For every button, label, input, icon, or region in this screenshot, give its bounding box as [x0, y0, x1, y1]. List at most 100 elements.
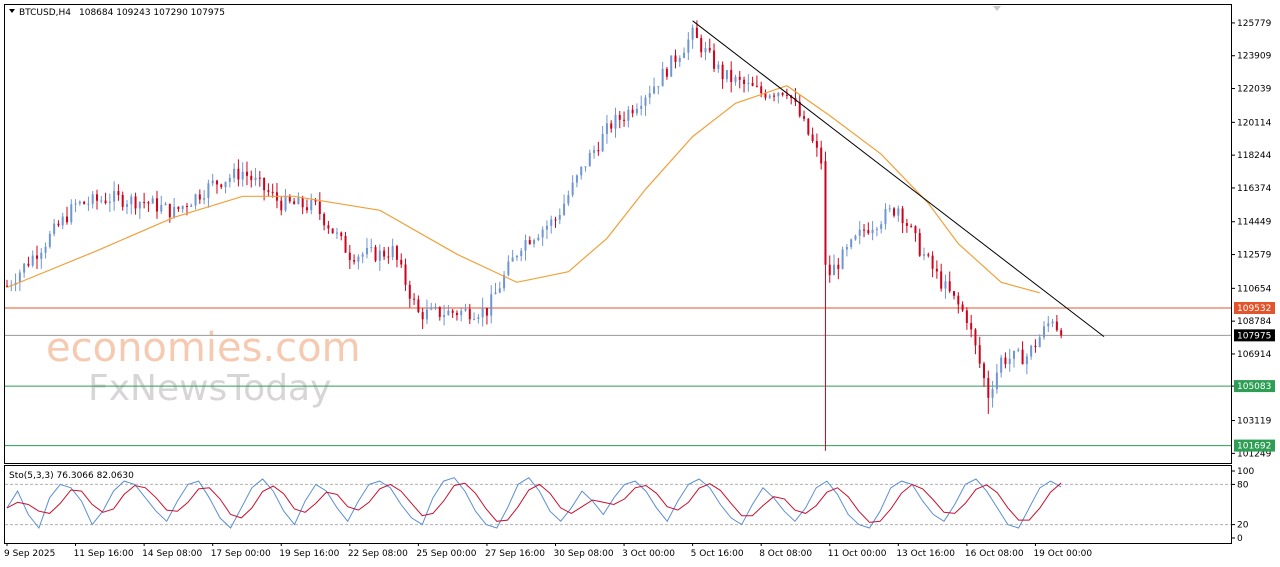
candle-body — [177, 206, 180, 210]
candle-body — [468, 309, 471, 320]
candle-body — [910, 225, 913, 227]
candle-body — [863, 229, 866, 231]
candle-body — [914, 226, 917, 234]
candle-body — [27, 263, 30, 266]
candle-body — [875, 228, 878, 230]
candle-body — [460, 310, 463, 316]
candle-body — [391, 246, 394, 258]
candle-body — [927, 254, 930, 256]
candle-body — [250, 175, 253, 181]
candle-body — [138, 202, 141, 209]
candle-body — [473, 318, 476, 320]
price-tick-label: 116374 — [1237, 184, 1272, 194]
candle-body — [400, 259, 403, 265]
candle-body — [455, 312, 458, 316]
candle-body — [1055, 321, 1058, 331]
candle-body — [811, 134, 814, 142]
candle-body — [503, 274, 506, 289]
candle-body — [635, 108, 638, 114]
price-tick-label: 103119 — [1237, 417, 1272, 427]
candle-body — [815, 141, 818, 148]
candle-body — [288, 195, 291, 202]
candle-body — [374, 247, 377, 261]
candle-body — [70, 204, 73, 223]
candle-body — [773, 95, 776, 97]
dropdown-triangle-icon[interactable] — [9, 9, 15, 13]
candle-body — [53, 223, 56, 234]
candle-body — [588, 152, 591, 167]
price-tick-label: 123909 — [1237, 52, 1272, 62]
candle-body — [185, 206, 188, 208]
candle-body — [263, 178, 266, 191]
price-tick-label: 125779 — [1237, 19, 1272, 29]
candle-body — [408, 284, 411, 299]
candle-body — [417, 299, 420, 313]
time-tick-label: 8 Oct 08:00 — [759, 549, 812, 559]
candle-body — [74, 203, 77, 205]
level-badge-resistance — [1234, 302, 1275, 315]
candle-body — [203, 197, 206, 200]
candle-body — [803, 116, 806, 119]
candle-body — [940, 271, 943, 289]
candle-body — [65, 216, 68, 223]
candle-body — [734, 76, 737, 83]
candle-body — [541, 229, 544, 238]
candle-body — [824, 161, 827, 265]
candle-body — [190, 205, 193, 207]
candle-body — [798, 101, 801, 117]
candle-body — [653, 86, 656, 94]
chart-shift-marker-icon[interactable] — [993, 6, 1001, 11]
candle-body — [515, 256, 518, 258]
candlesticks — [6, 20, 1063, 451]
candle-body — [610, 123, 613, 129]
candle-body — [23, 263, 26, 273]
candle-body — [520, 250, 523, 257]
candle-body — [348, 252, 351, 261]
candle-body — [584, 166, 587, 168]
time-tick-label: 5 Oct 16:00 — [691, 549, 744, 559]
candle-body — [344, 236, 347, 253]
candle-body — [931, 255, 934, 269]
candle-body — [31, 255, 34, 266]
candle-body — [481, 307, 484, 318]
candle-body — [640, 105, 643, 109]
candle-body — [828, 264, 831, 276]
candle-body — [438, 306, 441, 317]
candle-body — [631, 109, 634, 114]
candle-body — [1034, 345, 1037, 347]
candle-body — [845, 247, 848, 250]
candle-body — [143, 202, 146, 204]
candle-body — [554, 219, 557, 221]
stochastic-tick-label: 100 — [1237, 467, 1254, 477]
candle-body — [207, 183, 210, 198]
symbol-label: BTCUSD,H4 — [19, 8, 71, 18]
watermark-fxnewstoday: FxNewsToday — [88, 368, 331, 409]
candle-body — [134, 196, 137, 209]
time-axis: 9 Sep 2025 11 Sep 16:00 14 Sep 08:00 17 Sep… — [4, 543, 1092, 559]
candle-body — [301, 197, 304, 208]
candle-body — [974, 329, 977, 346]
time-tick-label: 19 Oct 00:00 — [1033, 549, 1092, 559]
candle-body — [335, 232, 338, 234]
candle-body — [61, 216, 64, 226]
candle-body — [160, 205, 163, 212]
price-tick-label: 112579 — [1237, 251, 1272, 261]
candle-body — [413, 298, 416, 300]
candle-body — [743, 79, 746, 84]
candle-body — [361, 254, 364, 257]
price-tick-label: 114449 — [1237, 218, 1272, 228]
candle-body — [233, 168, 236, 178]
candle-body — [820, 147, 823, 164]
candle-body — [220, 184, 223, 188]
candle-body — [721, 64, 724, 80]
time-tick-label: 19 Sep 16:00 — [279, 549, 339, 559]
candle-body — [558, 214, 561, 220]
candle-body — [713, 50, 716, 69]
time-tick-label: 3 Oct 00:00 — [622, 549, 675, 559]
price-tick-label: 108784 — [1237, 317, 1272, 327]
candle-body — [44, 246, 47, 253]
candle-body — [670, 55, 673, 77]
candle-body — [953, 291, 956, 296]
